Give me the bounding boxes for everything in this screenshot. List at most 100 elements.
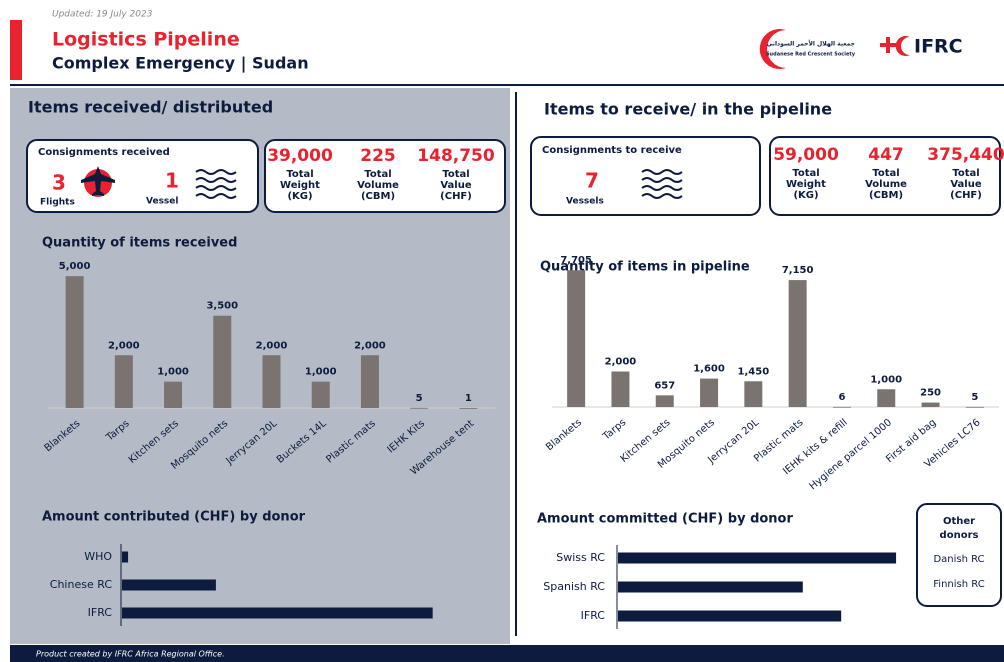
total-label: (CHF) — [950, 190, 982, 201]
waves-icon — [641, 169, 683, 199]
total-label: Value — [440, 180, 471, 191]
bar — [611, 371, 630, 407]
total-value: 148,750 — [417, 146, 495, 166]
total-label: Value — [950, 179, 981, 190]
vessel-label: Vessel — [146, 197, 178, 207]
total-label: Volume — [357, 180, 399, 191]
bar — [618, 610, 842, 622]
flights-count: 3 — [52, 171, 66, 195]
value-label: 5,000 — [59, 261, 91, 272]
value-label: 1,600 — [693, 364, 725, 375]
y-tick-label: IFRC — [581, 609, 606, 622]
value-label: 5 — [416, 393, 423, 404]
plane-shape — [81, 166, 115, 196]
y-tick-label: Swiss RC — [556, 551, 605, 564]
chart-title: Amount contributed (CHF) by donor — [42, 510, 306, 525]
bar — [877, 389, 896, 407]
bar — [122, 551, 129, 563]
bar — [618, 552, 897, 564]
chart-title: Amount committed (CHF) by donor — [537, 512, 793, 527]
vessels-count: 7 — [585, 169, 599, 193]
value-label: 3,500 — [206, 301, 238, 312]
value-label: 2,000 — [256, 340, 288, 351]
ifrc-text: IFRC — [914, 36, 963, 58]
footer: Product created by IFRC Africa Regional … — [36, 650, 225, 659]
value-label: 2,000 — [354, 340, 386, 351]
other-donors-title: donors — [940, 530, 979, 541]
total-label: (CBM) — [869, 190, 903, 201]
value-label: 1,000 — [870, 374, 902, 385]
consignments-title: Consignments received — [38, 147, 170, 158]
total-label: (KG) — [287, 191, 312, 202]
bar — [360, 355, 379, 408]
value-label: 1 — [465, 393, 472, 404]
total-label: (CHF) — [440, 191, 472, 202]
vessel-count: 1 — [165, 169, 179, 193]
value-label: 7,705 — [560, 255, 592, 266]
total-label: Total — [792, 168, 819, 179]
bar — [788, 280, 807, 407]
value-label: 1,000 — [157, 367, 189, 378]
src-name: Sudanese Red Crescent Society — [766, 52, 856, 58]
crescent-logo — [759, 29, 786, 69]
value-label: 2,000 — [605, 357, 637, 368]
bar — [567, 270, 586, 407]
ifrc-crescent — [895, 36, 910, 56]
total-label: (CBM) — [361, 191, 395, 202]
bar — [921, 402, 940, 407]
total-value: 59,000 — [773, 145, 839, 165]
value-label: 6 — [838, 392, 845, 403]
total-label: Total — [364, 169, 391, 180]
other-donor: Finnish RC — [933, 579, 984, 590]
y-tick-label: Chinese RC — [50, 578, 113, 591]
chart-title: Quantity of items received — [42, 236, 237, 251]
total-value: 39,000 — [267, 146, 333, 166]
bar — [262, 355, 281, 408]
bar — [459, 407, 478, 409]
total-value: 225 — [360, 146, 396, 166]
y-tick-label: IFRC — [88, 606, 113, 619]
ifrc-cross — [880, 37, 896, 53]
x-tick-label: Tarps — [600, 417, 628, 443]
waves-icon — [195, 169, 237, 199]
bar — [311, 381, 330, 408]
vessels-label: Vessels — [566, 197, 604, 207]
bar — [122, 579, 216, 591]
value-label: 1,000 — [305, 367, 337, 378]
value-label: 250 — [920, 388, 941, 399]
value-label: 657 — [654, 380, 675, 391]
bar — [410, 407, 429, 409]
y-tick-label: Spanish RC — [543, 580, 605, 593]
other-donors-title: Other — [943, 516, 975, 527]
bar — [65, 276, 84, 408]
x-tick-label: Hygiene parcel 1000 — [808, 417, 895, 492]
bar — [832, 406, 851, 408]
total-label: Volume — [865, 179, 907, 190]
consignments-box — [530, 136, 761, 216]
footer-bar — [10, 645, 1004, 662]
left-heading: Items received/ distributed — [28, 98, 273, 117]
totals-box — [264, 139, 506, 213]
bar — [744, 381, 763, 407]
bar — [122, 607, 433, 619]
subtitle: Complex Emergency | Sudan — [52, 54, 309, 74]
bar — [114, 355, 133, 408]
total-value: 447 — [868, 145, 904, 165]
accent-bar — [10, 20, 22, 80]
updated: Updated: 19 July 2023 — [52, 10, 153, 20]
title: Logistics Pipeline — [52, 29, 240, 51]
consignments-title: Consignments to receive — [542, 145, 682, 156]
bar — [164, 381, 183, 408]
right-heading: Items to receive/ in the pipeline — [544, 100, 832, 119]
bar — [655, 395, 674, 407]
value-label: 1,450 — [738, 366, 770, 377]
value-label: 5 — [971, 392, 978, 403]
value-label: 7,150 — [782, 265, 814, 276]
total-label: Total — [952, 168, 979, 179]
total-label: Weight — [280, 180, 320, 191]
total-label: Total — [286, 169, 313, 180]
total-label: Weight — [786, 179, 826, 190]
total-label: Total — [442, 169, 469, 180]
